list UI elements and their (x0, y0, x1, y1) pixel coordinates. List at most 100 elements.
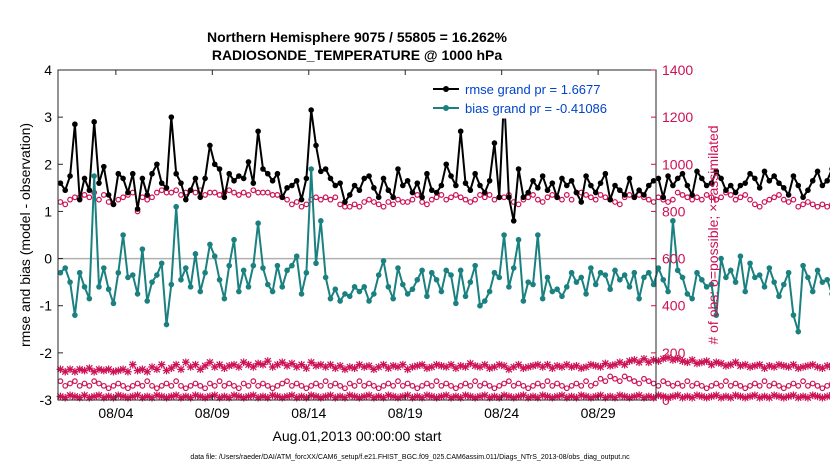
bias-point (409, 286, 416, 293)
left-tick-label: 1 (44, 203, 52, 219)
rmse-point (245, 159, 252, 165)
obs-assimilated-point (100, 366, 108, 375)
obs-assimilated-point (263, 393, 272, 402)
rmse-point (284, 185, 290, 191)
rmse-point (81, 175, 88, 182)
rmse-point (298, 196, 305, 203)
bias-point (708, 281, 715, 288)
obs-possible-point (327, 382, 334, 389)
bias-point (684, 291, 691, 297)
obs-assimilated-point (302, 393, 311, 402)
bias-point (139, 246, 146, 252)
obs-assimilated-point (659, 354, 668, 363)
obs-possible-point (366, 380, 372, 387)
obs-possible-point (390, 382, 397, 389)
obs-assimilated-point (808, 360, 817, 369)
rmse-point (708, 180, 715, 186)
obs-assimilated-point (717, 393, 725, 402)
rmse-point (515, 166, 522, 172)
obs-possible-point (250, 187, 257, 194)
obs-assimilated-point (153, 365, 161, 374)
rmse-point (101, 163, 107, 170)
obs-assimilated-point (394, 393, 402, 402)
rmse-point (337, 180, 343, 186)
rmse-point (462, 180, 469, 186)
obs-possible-point (163, 380, 170, 387)
obs-assimilated-point (823, 362, 830, 370)
bias-line (59, 168, 830, 333)
obs-possible-point (674, 189, 681, 196)
obs-assimilated-point (167, 392, 176, 401)
bias-point (144, 298, 151, 304)
obs-assimilated-point (808, 391, 817, 400)
bias-point (814, 267, 821, 274)
obs-assimilated-point (95, 365, 103, 374)
bias-point (289, 262, 295, 269)
obs-possible-point (568, 382, 575, 389)
obs-possible-point (679, 382, 686, 389)
bias-point (279, 284, 286, 290)
obs-assimilated-point (408, 393, 417, 402)
obs-assimilated-point (779, 393, 788, 402)
bias-point (245, 284, 252, 290)
bias-point (655, 265, 662, 271)
obs-assimilated-point (476, 363, 484, 371)
rmse-point (650, 177, 657, 184)
rmse-point (481, 189, 488, 196)
obs-assimilated-point (345, 363, 354, 371)
obs-possible-point (298, 382, 305, 389)
obs-assimilated-point (664, 353, 672, 362)
bias-point (81, 284, 88, 290)
obs-assimilated-point (746, 392, 754, 401)
rmse-point (689, 192, 695, 198)
rmse-point (626, 175, 633, 182)
obs-possible-point (814, 203, 821, 210)
obs-possible-point (443, 380, 450, 387)
bias-point (703, 284, 710, 290)
obs-possible-point (279, 380, 286, 387)
obs-assimilated-point (751, 362, 759, 370)
obs-possible-point (486, 382, 493, 389)
bias-point (125, 274, 131, 281)
obs-assimilated-point (225, 362, 234, 370)
rmse-point (752, 175, 758, 182)
obs-possible-point (814, 382, 821, 389)
bias-point (390, 295, 396, 302)
obs-assimilated-point (495, 393, 504, 402)
obs-assimilated-point (66, 391, 74, 400)
bias-point (346, 293, 353, 300)
obs-assimilated-point (562, 360, 571, 369)
rmse-point (559, 175, 565, 182)
bias-point (337, 298, 343, 304)
obs-assimilated-point (813, 363, 822, 371)
obs-possible-point (669, 196, 676, 203)
obs-assimilated-point (635, 391, 643, 400)
obs-possible-point (235, 385, 242, 392)
obs-assimilated-point (514, 360, 523, 369)
obs-possible-point (766, 196, 773, 203)
rmse-point (163, 185, 170, 191)
obs-assimilated-point (345, 391, 354, 400)
bias-point (563, 284, 570, 290)
obs-possible-point (592, 196, 599, 203)
obs-possible-point (694, 380, 700, 387)
bias-point (404, 291, 411, 297)
rmse-point (390, 194, 396, 201)
obs-possible-point (448, 194, 454, 201)
bias-point (588, 265, 594, 271)
obs-possible-point (510, 382, 517, 389)
obs-possible-point (346, 380, 353, 387)
rmse-point (771, 173, 777, 179)
left-tick-label: 4 (44, 62, 52, 78)
obs-assimilated-point (157, 392, 166, 401)
obs-assimilated-point (707, 360, 716, 369)
obs-possible-point (274, 192, 281, 198)
obs-assimilated-point (191, 360, 200, 369)
obs-assimilated-point (664, 393, 672, 402)
rmse-point (414, 180, 421, 186)
x-tick-label: 08/19 (388, 405, 423, 421)
obs-possible-point (713, 380, 720, 387)
obs-possible-point (216, 192, 223, 198)
bias-point (443, 267, 450, 274)
obs-possible-point (375, 385, 382, 392)
